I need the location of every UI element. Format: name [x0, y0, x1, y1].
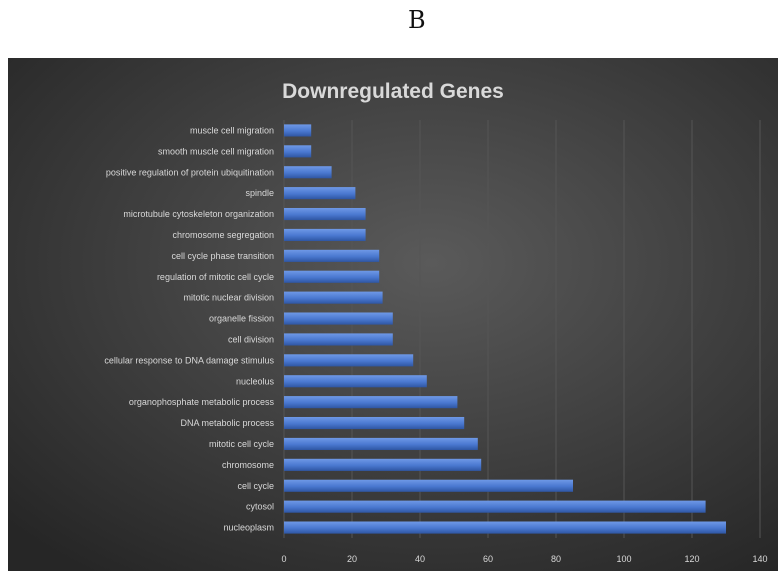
bar [284, 291, 383, 304]
x-tick-label: 60 [483, 554, 493, 564]
category-label: cellular response to DNA damage stimulus [104, 355, 274, 365]
bar [284, 479, 573, 492]
bar [284, 437, 478, 451]
panel-label: B [408, 6, 426, 34]
chart-background [8, 58, 778, 571]
bar [284, 396, 458, 409]
category-label: chromosome [222, 460, 274, 470]
bar [284, 207, 366, 221]
bar [284, 500, 706, 513]
category-label: cell division [228, 334, 274, 344]
category-label: organelle fission [209, 314, 274, 324]
x-tick-label: 120 [684, 554, 699, 564]
x-tick-label: 0 [281, 554, 286, 564]
category-label: mitotic nuclear division [183, 293, 274, 303]
category-label: cytosol [246, 502, 274, 512]
category-label: chromosome segregation [172, 230, 274, 240]
category-label: regulation of mitotic cell cycle [157, 272, 274, 282]
bar [284, 187, 356, 200]
bar [284, 416, 465, 430]
bar [284, 333, 393, 346]
category-label: spindle [245, 188, 274, 198]
bars [284, 124, 726, 534]
x-tick-label: 40 [415, 554, 425, 564]
bar [284, 354, 414, 367]
category-label: DNA metabolic process [180, 418, 274, 428]
category-label: positive regulation of protein ubiquitin… [106, 167, 274, 177]
bar [284, 270, 380, 283]
x-tick-label: 20 [347, 554, 357, 564]
category-label: mitotic cell cycle [209, 439, 274, 449]
category-label: nucleolus [236, 376, 275, 386]
x-tick-label: 140 [752, 554, 767, 564]
bar [284, 458, 482, 471]
bar [284, 375, 427, 388]
category-label: smooth muscle cell migration [158, 146, 274, 156]
chart-svg: Downregulated Genes muscle cell migratio… [8, 58, 778, 571]
bar [284, 166, 332, 179]
category-labels: muscle cell migration smooth muscle cell … [104, 125, 274, 532]
bar [284, 228, 366, 242]
bar [284, 312, 393, 325]
bar [284, 124, 312, 137]
bar [284, 145, 312, 158]
bar [284, 249, 380, 262]
category-label: cell cycle phase transition [171, 251, 274, 261]
category-label: nucleoplasm [223, 523, 274, 533]
bar [284, 521, 726, 534]
category-label: cell cycle [237, 481, 274, 491]
category-label: muscle cell migration [190, 125, 274, 135]
x-tick-label: 100 [616, 554, 631, 564]
category-label: organophosphate metabolic process [129, 397, 275, 407]
chart-title: Downregulated Genes [282, 80, 504, 103]
category-label: microtubule cytoskeleton organization [123, 209, 274, 219]
x-tick-label: 80 [551, 554, 561, 564]
x-axis-ticks: 0 20 40 60 80 100 120 140 [281, 554, 767, 564]
bar-chart: Downregulated Genes muscle cell migratio… [8, 58, 778, 571]
